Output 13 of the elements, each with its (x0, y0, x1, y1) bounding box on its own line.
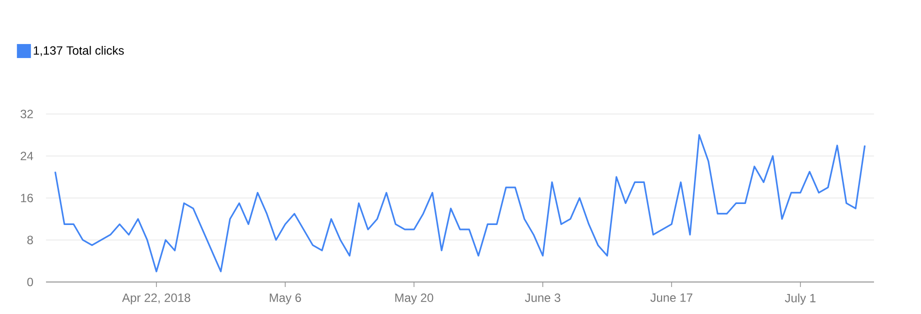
y-tick-label: 0 (27, 278, 34, 286)
x-tick-label: Apr 22, 2018 (122, 294, 190, 304)
x-tick-label: May 6 (270, 294, 302, 304)
legend-label: 1,137 Total clicks (34, 46, 124, 56)
line-series (54, 134, 866, 272)
y-tick-label: 8 (27, 236, 33, 244)
x-tick-label: July 1 (784, 294, 816, 305)
y-tick-label: 16 (21, 194, 33, 202)
y-tick-label: 24 (20, 152, 34, 160)
y-tick-label: 32 (20, 110, 33, 118)
x-tick-label: May 20 (395, 294, 434, 304)
x-tick-label: June 17 (650, 294, 692, 302)
x-tick-label: June 3 (524, 294, 560, 302)
